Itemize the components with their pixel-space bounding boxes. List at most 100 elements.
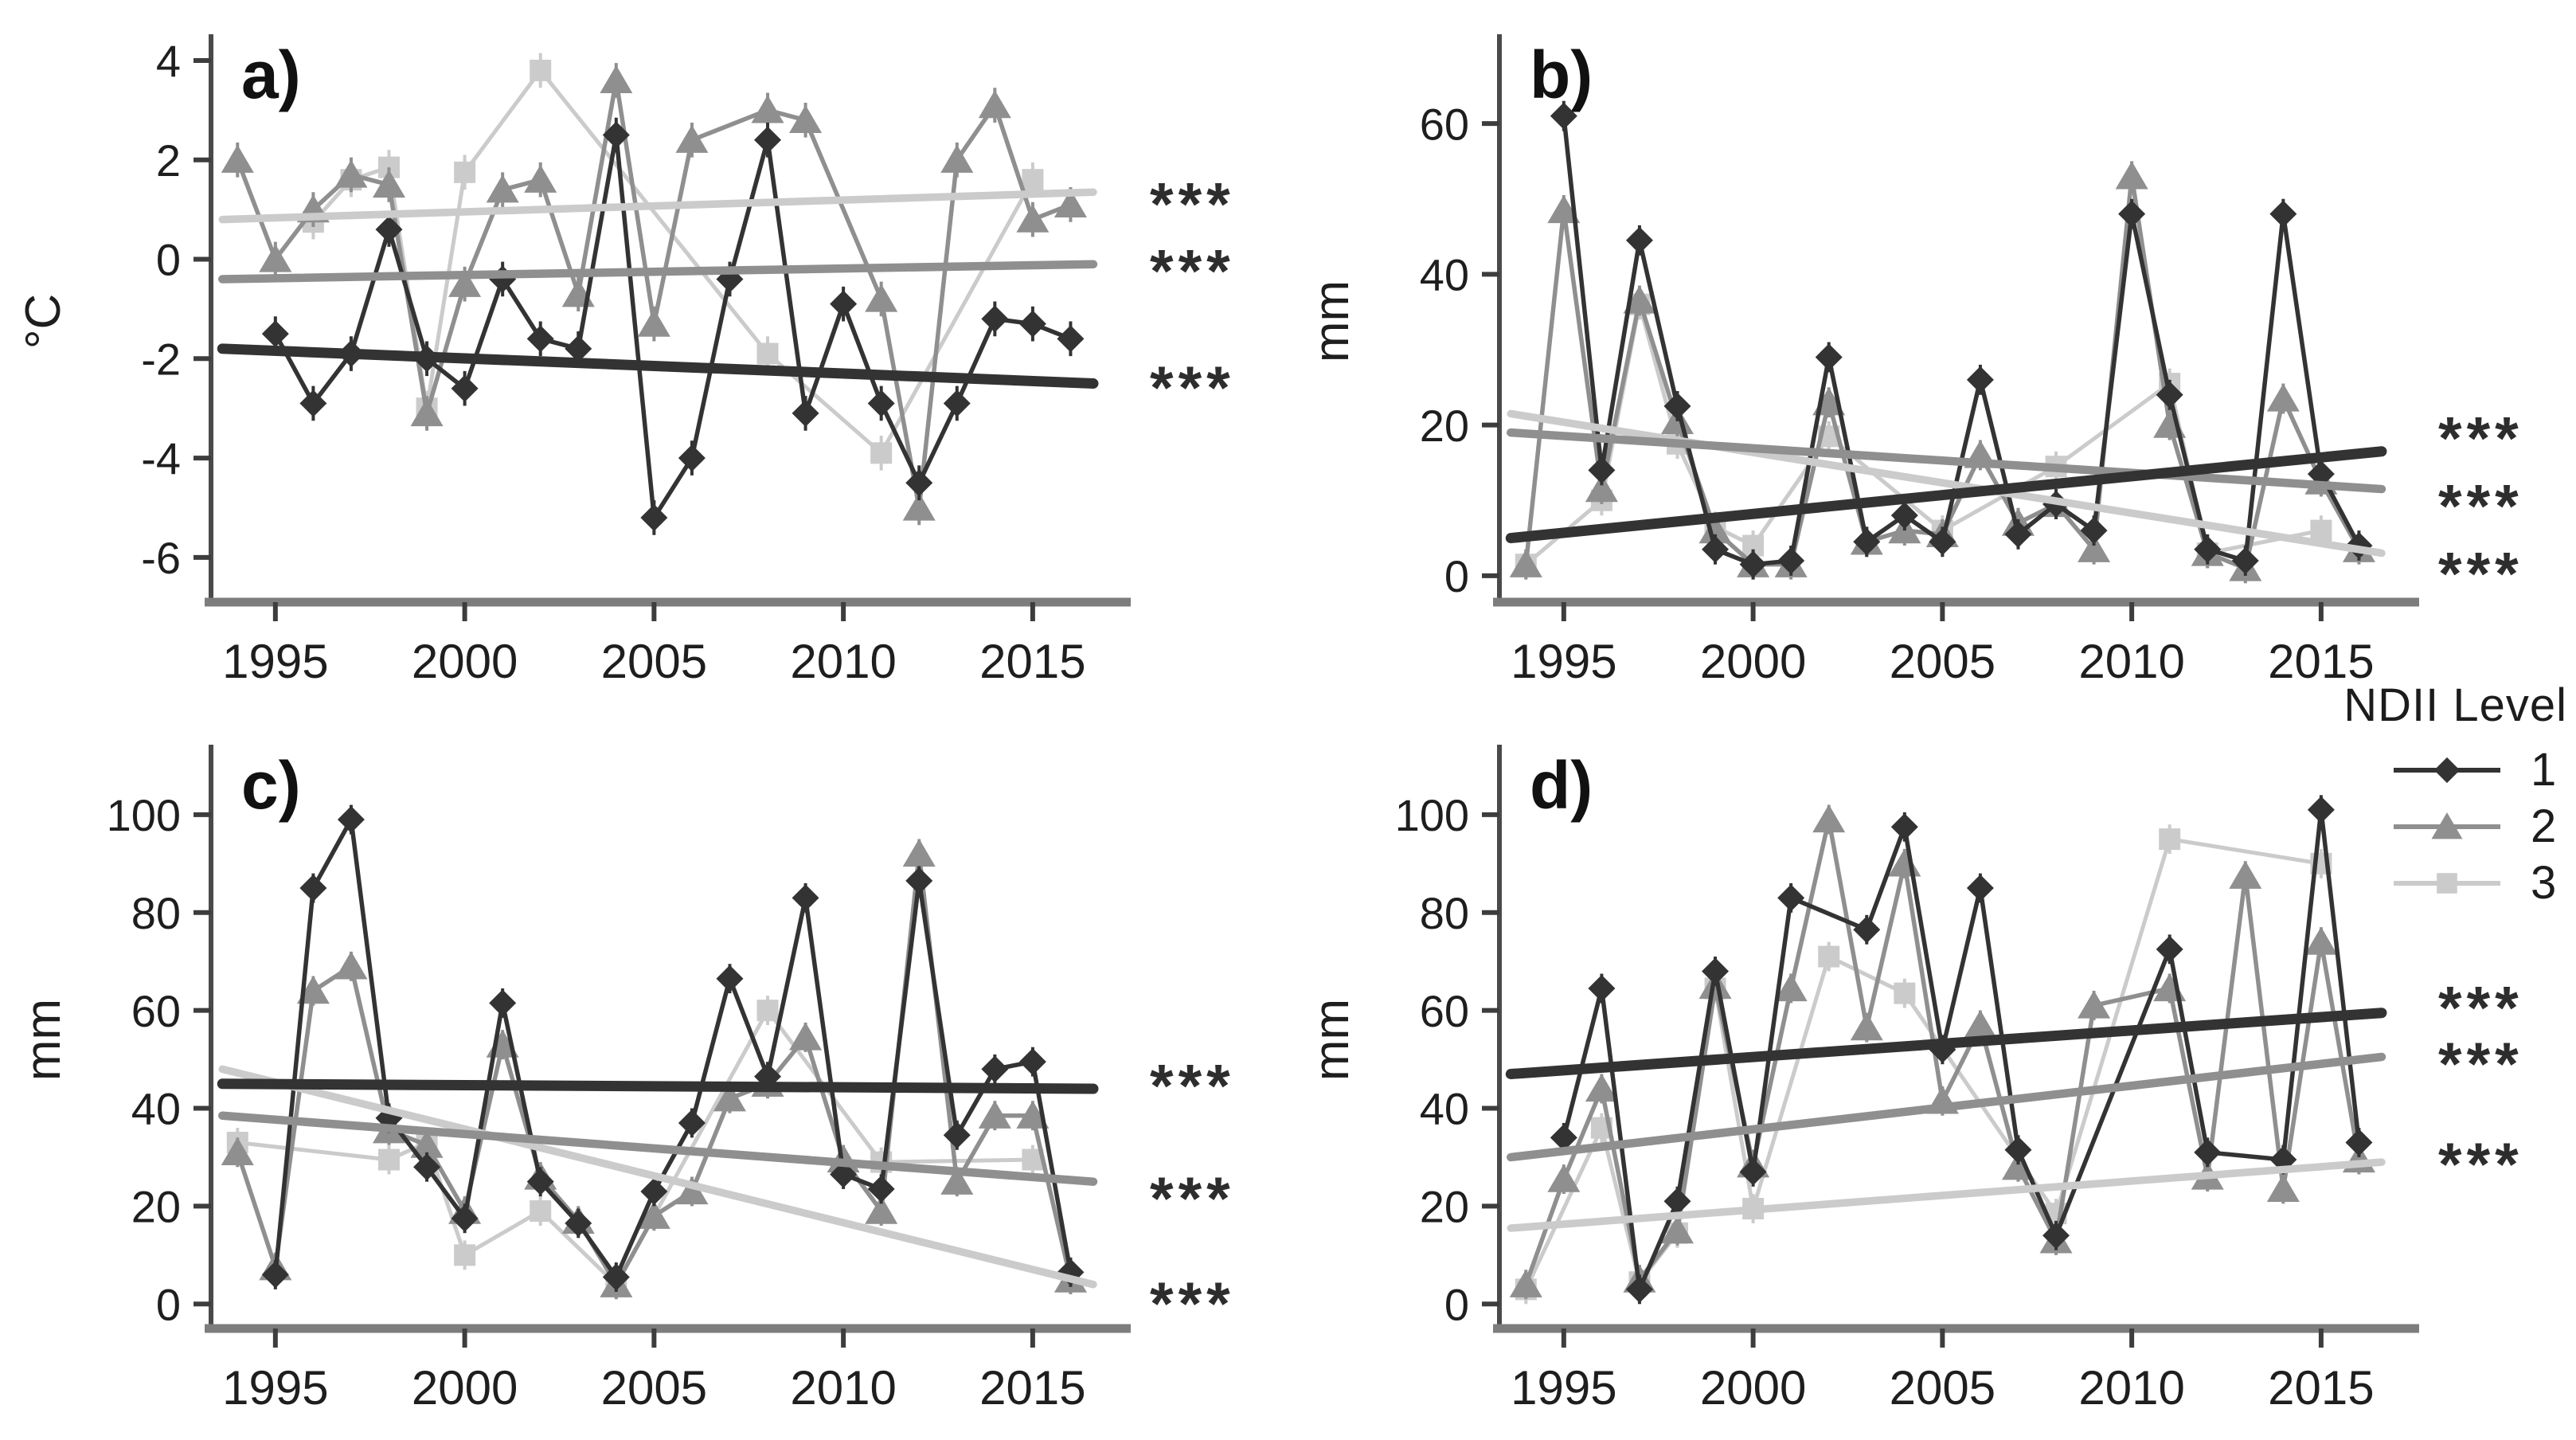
data-point-marker <box>1739 550 1767 578</box>
data-point-marker <box>299 875 327 902</box>
data-point-marker <box>413 1153 441 1181</box>
y-axis-ticks: 0 20 40 60 80 100 <box>1395 790 1499 1329</box>
data-point-marker <box>1929 528 1956 556</box>
data-point-marker <box>1585 474 1618 503</box>
data-point-marker <box>2004 1136 2032 1164</box>
data-point-marker <box>1547 1164 1581 1192</box>
data-point-marker <box>751 95 784 123</box>
y-tick-label: 60 <box>131 986 181 1036</box>
y-tick-label: 40 <box>1420 250 1469 300</box>
y-axis-ticks: 0 20 40 60 80 100 <box>107 790 211 1329</box>
series-line <box>273 817 1073 1280</box>
data-point-marker <box>261 1261 289 1289</box>
data-point-marker <box>2194 1138 2222 1166</box>
data-point-marker <box>830 1160 858 1188</box>
x-tick-label: 2000 <box>412 1361 518 1415</box>
data-point-marker <box>756 1000 779 1022</box>
x-tick-label: 1995 <box>222 635 328 688</box>
legend-square-icon-glyph <box>2437 872 2457 894</box>
data-point-marker <box>1966 366 1994 393</box>
data-point-marker <box>830 290 858 318</box>
data-point-marker <box>2042 1222 2070 1250</box>
data-point-marker <box>940 144 974 173</box>
data-point-marker <box>600 65 633 94</box>
data-point-marker <box>2078 534 2111 562</box>
data-point-marker <box>334 159 368 188</box>
data-point-marker <box>2307 796 2335 824</box>
y-tick-label: 40 <box>1420 1084 1469 1134</box>
data-point-marker <box>261 320 289 348</box>
trend-line-level3 <box>218 188 1097 224</box>
y-axis-label: mm <box>1304 999 1359 1081</box>
x-tick-label: 2010 <box>790 635 896 688</box>
legend-item-3: 3 <box>2387 856 2567 910</box>
legend-diamond-icon-glyph <box>2433 757 2461 783</box>
panel-a: 4 2 0 -2 -4 -6 1995 2000 2005 2010 2015 °C a) *** *** *… <box>0 5 1288 714</box>
y-tick-label: 0 <box>1444 551 1469 601</box>
y-tick-label: 2 <box>156 135 181 186</box>
x-tick-label: 2005 <box>1890 635 1996 688</box>
significance-stars: *** <box>2438 974 2523 1042</box>
trend-line-level3 <box>218 1065 1097 1289</box>
data-point-marker <box>2345 1129 2373 1156</box>
panel-letter: d) <box>1530 748 1593 823</box>
data-point-marker <box>337 806 365 834</box>
data-point-marker <box>602 1263 630 1291</box>
significance-stars: *** <box>1150 1165 1235 1233</box>
x-axis-ticks: 1995 2000 2005 2010 2015 <box>1511 602 2375 688</box>
x-tick-label: 2010 <box>790 1361 896 1415</box>
data-point-marker <box>640 1177 668 1205</box>
x-tick-label: 2000 <box>1700 1361 1806 1415</box>
panel-letter: a) <box>241 37 301 112</box>
trend-line-level1 <box>217 343 1099 389</box>
x-tick-label: 2000 <box>412 635 518 688</box>
x-tick-label: 2005 <box>601 635 707 688</box>
data-point-marker <box>1663 392 1691 420</box>
data-point-marker <box>754 1062 782 1090</box>
x-tick-label: 2015 <box>2268 1361 2374 1415</box>
significance-stars: *** <box>1150 1270 1235 1338</box>
y-tick-label: 0 <box>1444 1279 1469 1329</box>
panel-letter: c) <box>241 748 301 823</box>
data-point-marker <box>637 308 670 337</box>
panel-letter: b) <box>1530 37 1593 112</box>
data-point-marker <box>870 442 893 464</box>
data-point-marker <box>526 325 554 353</box>
y-tick-label: 60 <box>1420 99 1469 149</box>
significance-stars: *** <box>2438 1131 2523 1199</box>
data-point-marker <box>530 1200 552 1223</box>
data-point-marker <box>1547 194 1581 224</box>
data-point-marker <box>1774 972 1808 1002</box>
data-point-marker <box>2115 161 2148 190</box>
significance-stars: *** <box>2438 541 2523 608</box>
data-point-marker <box>2229 860 2262 889</box>
x-axis-ticks: 1995 2000 2005 2010 2015 <box>222 602 1086 688</box>
data-point-marker <box>792 884 819 912</box>
axes <box>1493 745 2419 1333</box>
data-point-marker <box>489 265 517 293</box>
y-tick-label: 20 <box>1420 1182 1469 1232</box>
y-tick-label: 0 <box>156 1279 181 1329</box>
data-point-marker <box>2156 381 2183 409</box>
data-point-marker <box>792 399 819 427</box>
data-point-marker <box>451 374 479 402</box>
data-point-marker <box>602 121 630 149</box>
data-point-marker <box>1588 456 1616 484</box>
legend-item-label: 2 <box>2531 800 2557 852</box>
data-point-marker <box>678 1109 706 1137</box>
y-axis-label: mm <box>16 999 71 1081</box>
data-point-marker <box>1964 1010 1997 1039</box>
data-point-marker <box>377 1148 400 1171</box>
y-tick-label: 0 <box>156 235 181 285</box>
data-point-marker <box>2310 519 2332 542</box>
data-point-marker <box>1509 549 1542 577</box>
y-tick-label: -4 <box>141 433 181 483</box>
trend-line-level1 <box>217 1078 1099 1094</box>
data-point-marker <box>905 469 933 497</box>
x-axis-ticks: 1995 2000 2005 2010 2015 <box>222 1328 1086 1415</box>
data-point-marker <box>489 989 517 1017</box>
data-point-marker <box>1057 325 1085 353</box>
